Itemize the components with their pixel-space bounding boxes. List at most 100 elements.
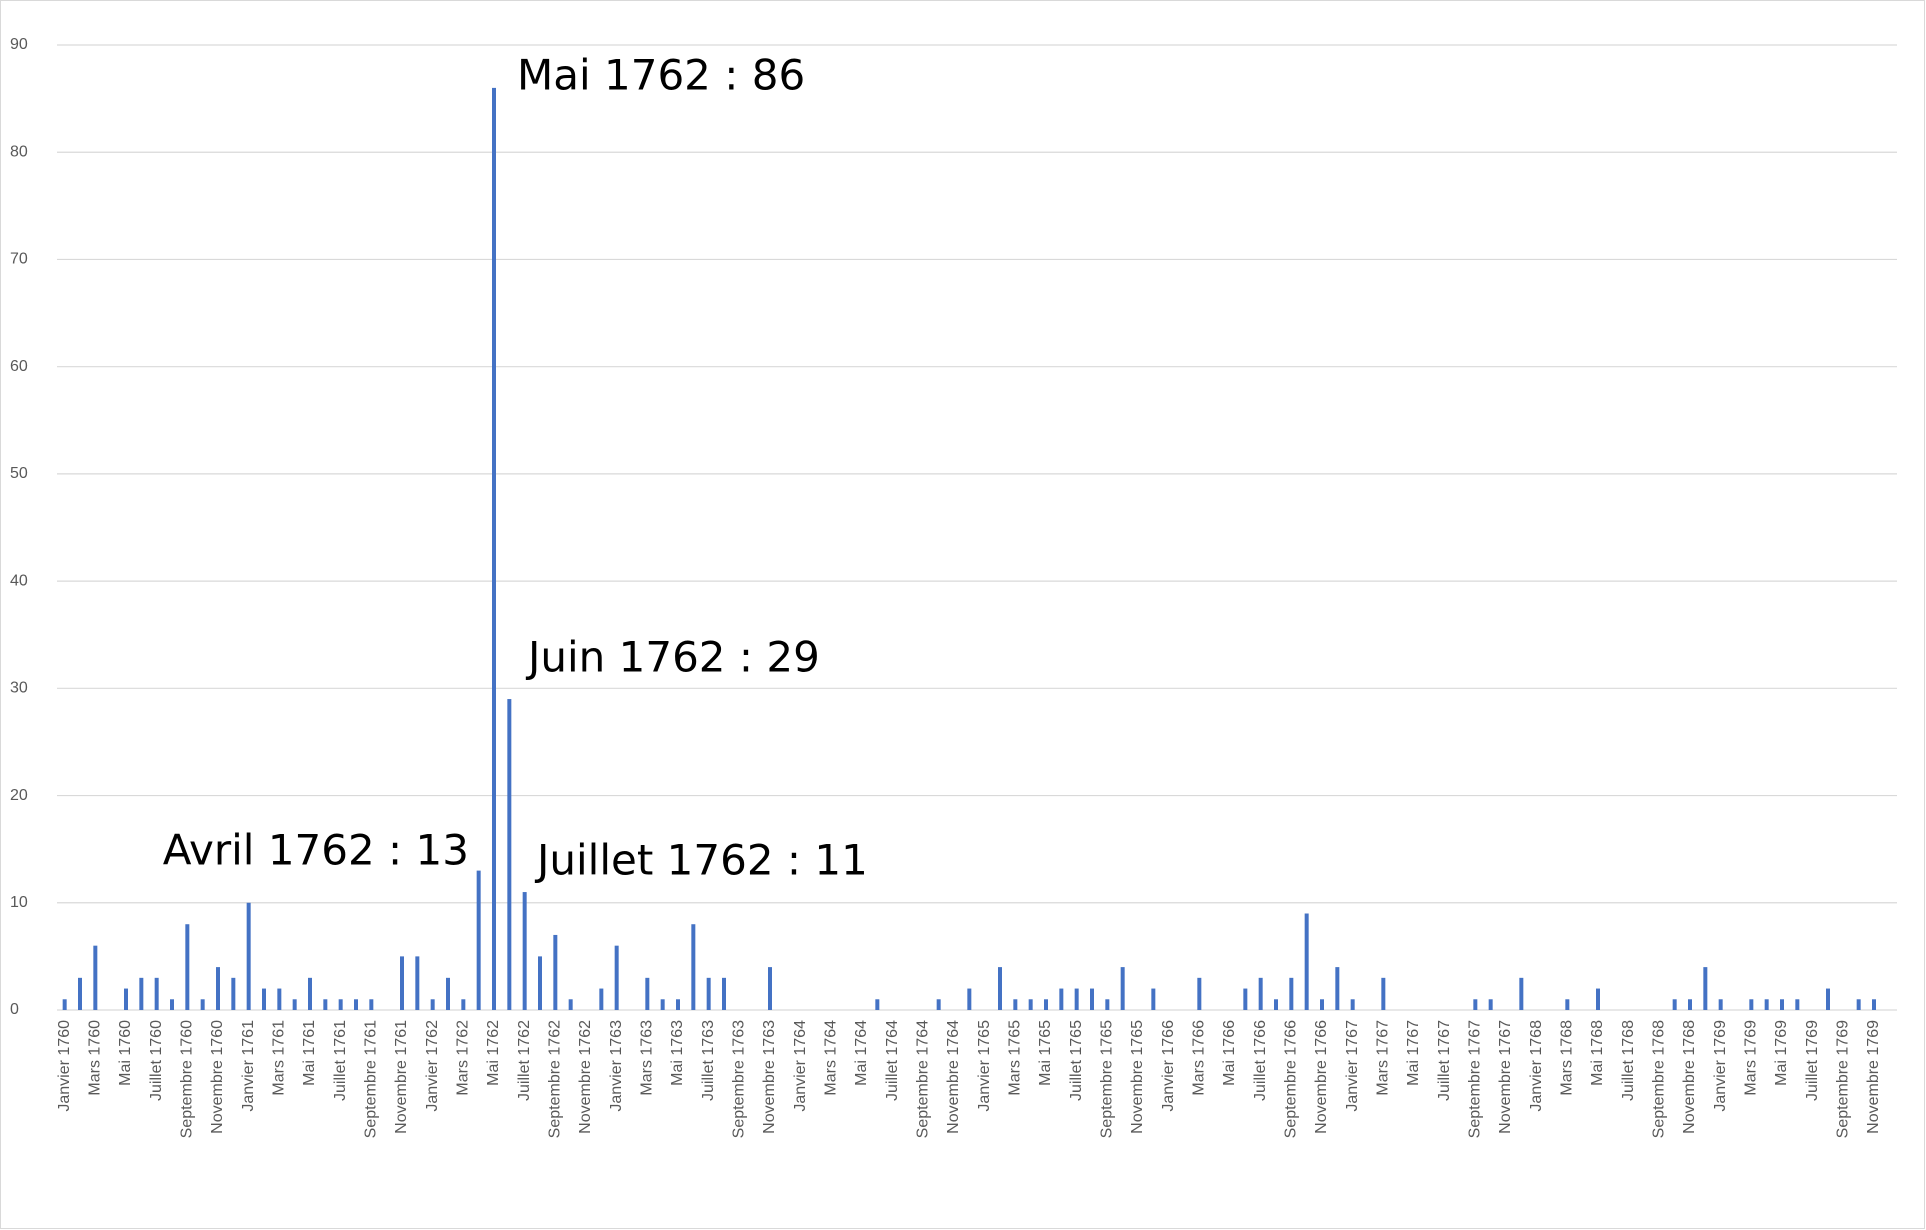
bar [139, 977, 144, 1010]
annotation: Juin 1762 : 29 [525, 633, 820, 682]
bar [1764, 999, 1769, 1010]
x-tick-label: Janvier 1766 [1160, 1020, 1177, 1112]
bar [492, 87, 496, 1010]
bar [1350, 999, 1355, 1010]
bar [461, 999, 466, 1010]
x-tick-label: Mars 1760 [87, 1020, 104, 1096]
bar [1749, 999, 1754, 1010]
bar [1258, 977, 1263, 1010]
bar [553, 934, 558, 1010]
x-tick-label: Mars 1763 [639, 1020, 656, 1096]
x-tick-label: Novembre 1760 [209, 1020, 226, 1134]
bar [1826, 988, 1830, 1010]
bar [154, 977, 159, 1010]
x-tick-label: Septembre 1763 [731, 1020, 748, 1138]
y-tick-label: 20 [10, 787, 28, 804]
y-tick-label: 40 [10, 572, 28, 589]
x-tick-label: Novembre 1768 [1681, 1020, 1698, 1134]
bar [1335, 967, 1340, 1010]
x-tick-label: Juillet 1767 [1436, 1020, 1453, 1101]
x-tick-label: Novembre 1767 [1497, 1020, 1514, 1134]
x-tick-label: Juillet 1763 [700, 1020, 717, 1101]
bar [308, 977, 312, 1010]
bar [1289, 977, 1294, 1010]
bar [998, 967, 1002, 1010]
bar [1151, 988, 1156, 1010]
bar [1074, 988, 1079, 1010]
x-tick-label: Mars 1762 [455, 1020, 472, 1096]
x-tick-label: Janvier 1769 [1712, 1020, 1729, 1112]
bar [93, 945, 98, 1010]
x-tick-label: Mai 1769 [1773, 1020, 1790, 1086]
y-tick-label: 80 [10, 143, 28, 160]
bar [1596, 988, 1600, 1010]
y-tick-label: 30 [10, 680, 28, 697]
x-tick-label: Mars 1769 [1743, 1020, 1760, 1096]
x-tick-label: Mai 1768 [1589, 1020, 1606, 1086]
bar [1519, 977, 1524, 1010]
y-tick-label: 90 [10, 36, 28, 53]
y-tick-label: 10 [10, 894, 28, 911]
bar [185, 924, 190, 1010]
x-tick-label: Mars 1761 [271, 1020, 288, 1096]
bar [599, 988, 604, 1010]
x-tick-label: Juillet 1760 [148, 1020, 165, 1101]
bar [1197, 977, 1202, 1010]
bar [1565, 999, 1570, 1010]
bar [1473, 999, 1478, 1010]
bar [676, 999, 680, 1010]
bar [292, 999, 297, 1010]
x-tick-label: Mars 1767 [1375, 1020, 1392, 1096]
bar [507, 699, 512, 1010]
bar [967, 988, 972, 1010]
x-tick-label: Septembre 1764 [915, 1020, 932, 1138]
x-tick-label: Janvier 1762 [424, 1020, 441, 1112]
x-tick-label: Septembre 1766 [1283, 1020, 1300, 1138]
annotation: Mai 1762 : 86 [517, 51, 805, 100]
bar [200, 999, 205, 1010]
x-tick-label: Septembre 1765 [1099, 1020, 1116, 1138]
bar [216, 967, 220, 1010]
bar [262, 988, 266, 1010]
x-tick-label: Mai 1764 [853, 1020, 870, 1086]
x-tick-label: Novembre 1766 [1313, 1020, 1330, 1134]
bar [231, 977, 236, 1010]
bar [1105, 999, 1110, 1010]
x-tick-label: Mai 1761 [301, 1020, 318, 1086]
bar [124, 988, 128, 1010]
bar [1488, 999, 1493, 1010]
x-tick-label: Mars 1766 [1191, 1020, 1208, 1096]
x-tick-label: Mai 1765 [1037, 1020, 1054, 1086]
bar [1718, 999, 1723, 1010]
x-tick-label: Novembre 1761 [393, 1020, 410, 1134]
x-tick-label: Juillet 1769 [1804, 1020, 1821, 1101]
x-tick-label: Septembre 1760 [179, 1020, 196, 1138]
bar [476, 870, 481, 1010]
bar [691, 924, 696, 1010]
bar [323, 999, 328, 1010]
x-tick-label: Septembre 1762 [547, 1020, 564, 1138]
bar [614, 945, 619, 1010]
bar [722, 977, 726, 1010]
bar [338, 999, 343, 1010]
x-tick-label: Janvier 1764 [792, 1020, 809, 1112]
bar [1795, 999, 1800, 1010]
annotation: Avril 1762 : 13 [163, 826, 469, 875]
bar [1044, 999, 1048, 1010]
bar [277, 988, 282, 1010]
bar [1274, 999, 1278, 1010]
annotation: Juillet 1762 : 11 [534, 836, 868, 885]
x-tick-label: Septembre 1769 [1835, 1020, 1852, 1138]
x-tick-label: Mai 1763 [669, 1020, 686, 1086]
bar [645, 977, 650, 1010]
x-tick-label: Mars 1765 [1007, 1020, 1024, 1096]
bar [246, 902, 251, 1010]
bar [1243, 988, 1248, 1010]
bar [706, 977, 711, 1010]
bar [660, 999, 665, 1010]
x-tick-label: Novembre 1769 [1865, 1020, 1882, 1134]
bar [1381, 977, 1386, 1010]
bar [1059, 988, 1064, 1010]
